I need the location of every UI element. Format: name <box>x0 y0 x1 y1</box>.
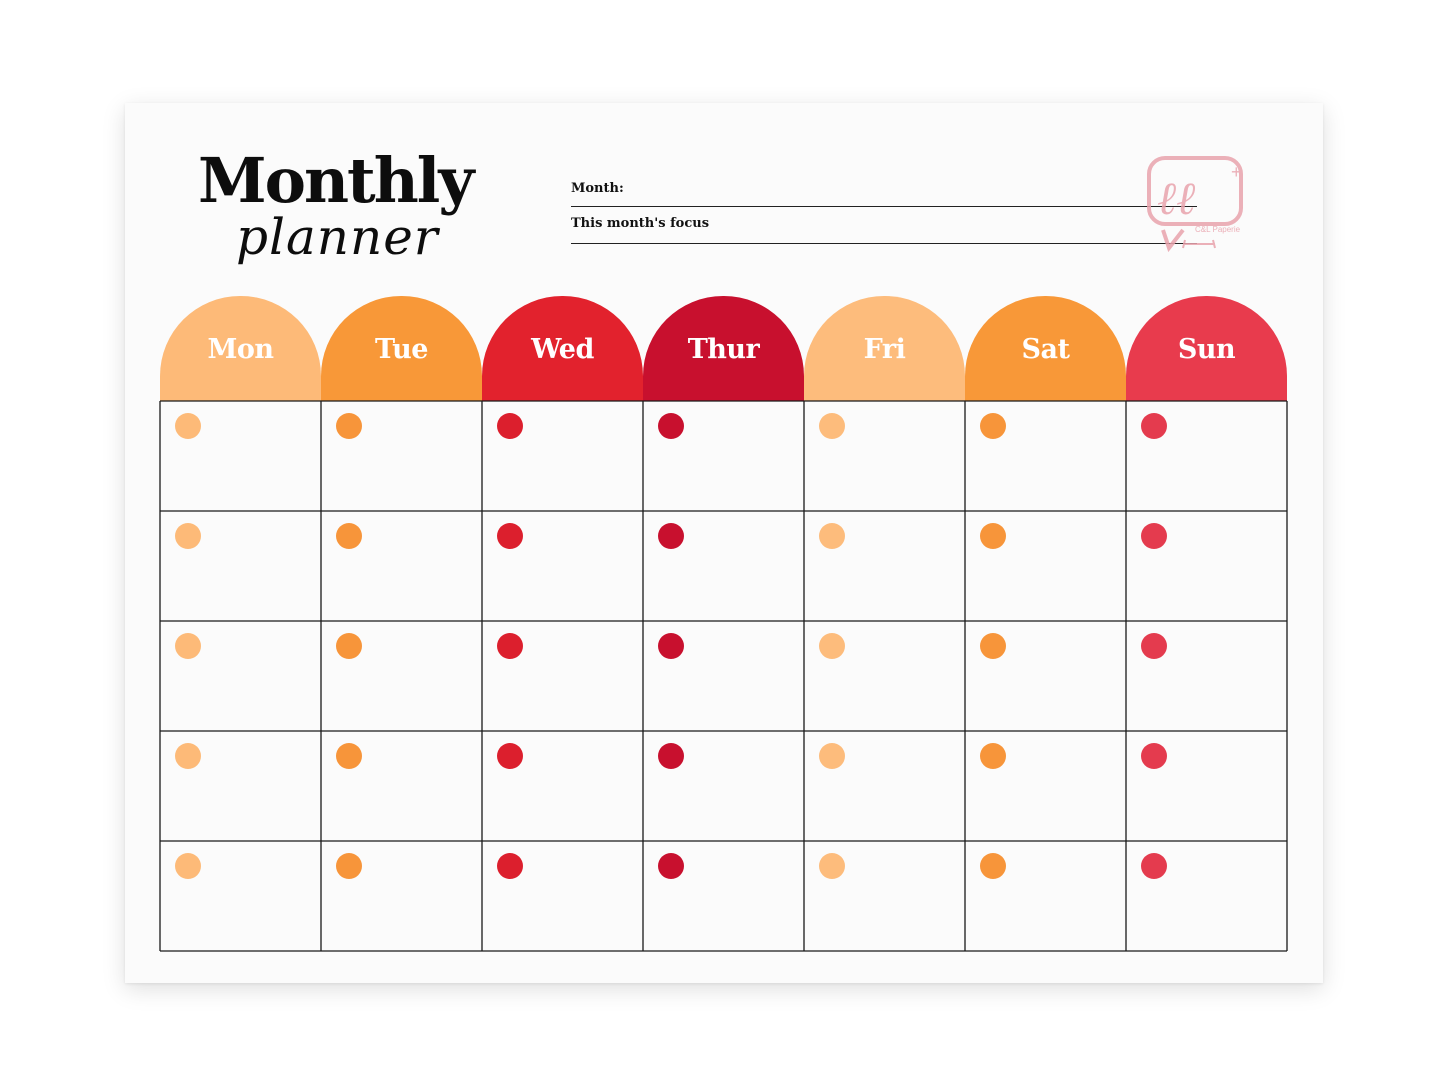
day-dot <box>980 633 1006 659</box>
day-dot <box>980 853 1006 879</box>
svg-text:ℓℓ: ℓℓ <box>1157 171 1196 225</box>
day-dot <box>336 523 362 549</box>
day-dot <box>336 413 362 439</box>
brand-logo: ℓℓ + C&L Paperie <box>1143 152 1255 260</box>
day-dot <box>175 413 201 439</box>
day-label: Sun <box>1177 334 1236 365</box>
title-planner-script: planner <box>236 208 439 266</box>
day-dot <box>175 743 201 769</box>
planner-sheet <box>125 103 1323 983</box>
day-dot <box>1141 633 1167 659</box>
day-dot <box>175 523 201 549</box>
day-dot <box>980 413 1006 439</box>
day-dot <box>175 633 201 659</box>
day-label: Tue <box>375 334 428 365</box>
focus-field-label: This month's focus <box>571 216 710 231</box>
title-monthly: Monthly <box>198 144 474 217</box>
day-dot <box>175 853 201 879</box>
brand-logo-icon: ℓℓ + <box>1147 156 1243 253</box>
day-label: Mon <box>207 334 274 365</box>
day-dot <box>497 633 523 659</box>
day-dot <box>336 853 362 879</box>
day-dot <box>819 523 845 549</box>
day-dot <box>1141 413 1167 439</box>
brand-logo-text: C&L Paperie <box>1195 225 1241 234</box>
day-dot <box>658 853 684 879</box>
day-dot <box>658 633 684 659</box>
day-dot <box>819 743 845 769</box>
day-dot <box>658 743 684 769</box>
day-dot <box>658 413 684 439</box>
day-dot <box>1141 853 1167 879</box>
month-field-label: Month: <box>571 181 624 196</box>
day-dot <box>1141 523 1167 549</box>
day-dot <box>1141 743 1167 769</box>
day-dot <box>497 743 523 769</box>
day-dot <box>497 523 523 549</box>
day-dot <box>819 413 845 439</box>
day-dot <box>980 743 1006 769</box>
day-dot <box>336 633 362 659</box>
svg-text:+: + <box>1231 162 1242 182</box>
day-dot <box>980 523 1006 549</box>
planner-title: Monthly planner <box>198 144 530 290</box>
day-label: Fri <box>863 334 906 365</box>
day-label: Thur <box>687 334 760 365</box>
day-dot <box>497 853 523 879</box>
day-label: Sat <box>1021 334 1070 365</box>
day-dot <box>819 633 845 659</box>
day-label: Wed <box>531 334 594 365</box>
day-dot <box>497 413 523 439</box>
day-dot <box>336 743 362 769</box>
month-field-line[interactable] <box>571 206 1197 207</box>
day-dot <box>658 523 684 549</box>
focus-field-line[interactable] <box>571 243 1197 244</box>
day-dot <box>819 853 845 879</box>
